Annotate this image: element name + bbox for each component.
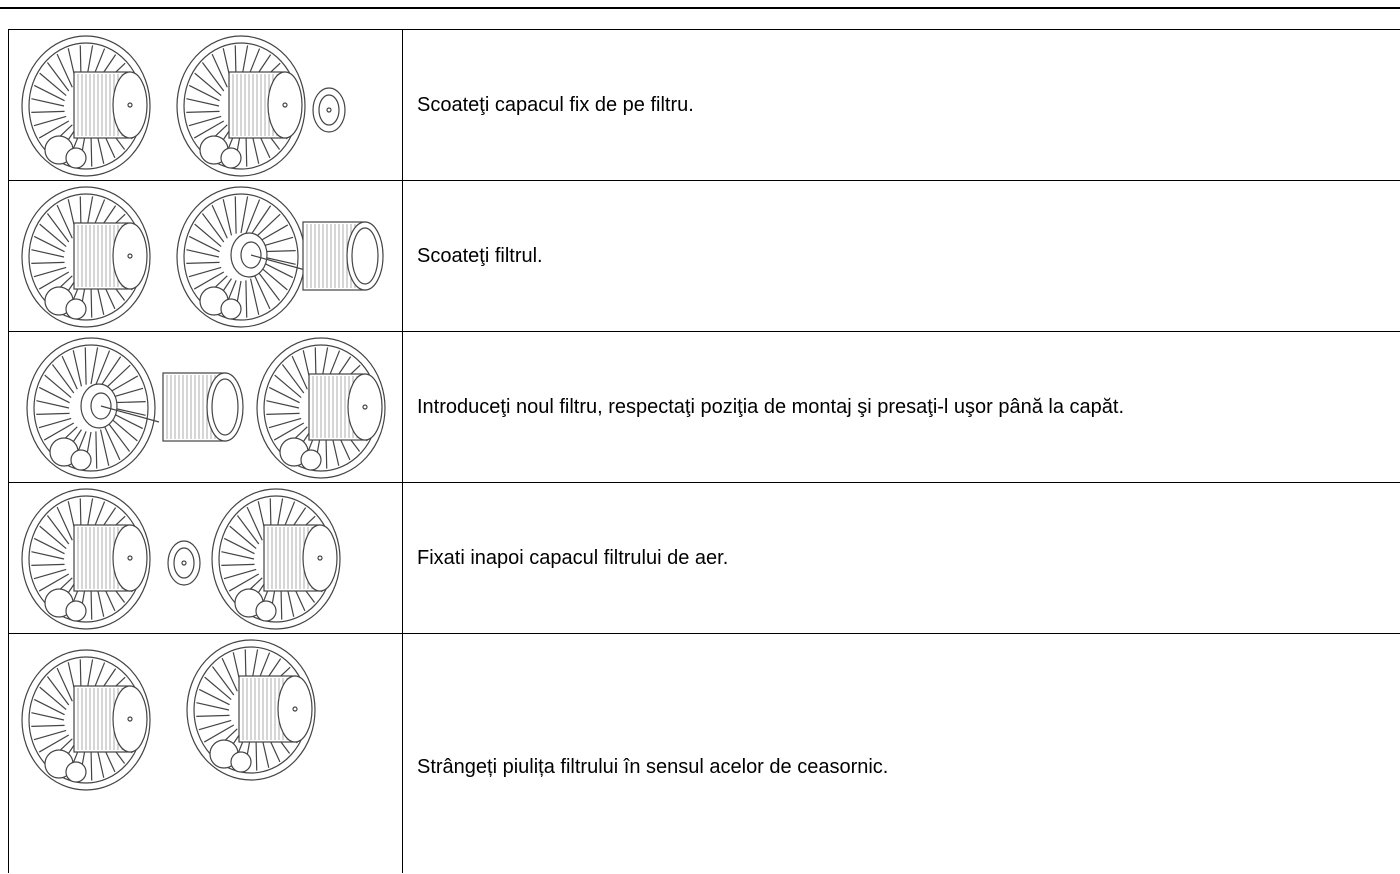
illustration (8, 181, 403, 331)
table-row: Strângeți piulița filtrului în sensul ac… (8, 633, 1400, 873)
step-text: Scoateţi filtrul. (417, 245, 543, 267)
filter-unit (187, 640, 315, 780)
step-text: Fixati inapoi capacul filtrului de aer. (417, 547, 729, 569)
table-row: Fixati inapoi capacul filtrului de aer. (8, 482, 1400, 633)
illustration-drawing (9, 181, 384, 331)
steps-table: Scoateţi capacul fix de pe filtru. Scoat… (8, 29, 1400, 873)
filter-unit (22, 650, 150, 790)
filter-cap (167, 540, 201, 586)
filter-unit (257, 338, 385, 478)
filter-unit (22, 187, 150, 327)
step-text: Strângeți piulița filtrului în sensul ac… (417, 756, 889, 778)
filter-cap (312, 87, 346, 133)
table-row: Scoateţi filtrul. (8, 180, 1400, 331)
filter-housing (177, 187, 309, 327)
illustration-drawing (9, 634, 404, 874)
table-row: Introduceţi noul filtru, respectaţi pozi… (8, 331, 1400, 482)
filter-unit (22, 36, 150, 176)
illustration (8, 332, 403, 482)
table-row: Scoateţi capacul fix de pe filtru. (8, 29, 1400, 180)
illustration (8, 634, 403, 873)
illustration-drawing (9, 483, 404, 633)
illustration (8, 30, 403, 180)
illustration-drawing (9, 30, 346, 180)
illustration (8, 483, 403, 633)
filter-unit (177, 36, 305, 176)
illustration-drawing (9, 332, 404, 482)
filter-cartridge (302, 221, 384, 291)
filter-unit (22, 489, 150, 629)
step-text: Scoateţi capacul fix de pe filtru. (417, 94, 694, 116)
filter-unit (212, 489, 340, 629)
filter-housing (27, 338, 159, 478)
filter-cartridge (162, 372, 244, 442)
page: Scoateţi capacul fix de pe filtru. Scoat… (0, 7, 1400, 873)
step-text: Introduceţi noul filtru, respectaţi pozi… (417, 396, 1125, 418)
top-rule (0, 7, 1400, 9)
